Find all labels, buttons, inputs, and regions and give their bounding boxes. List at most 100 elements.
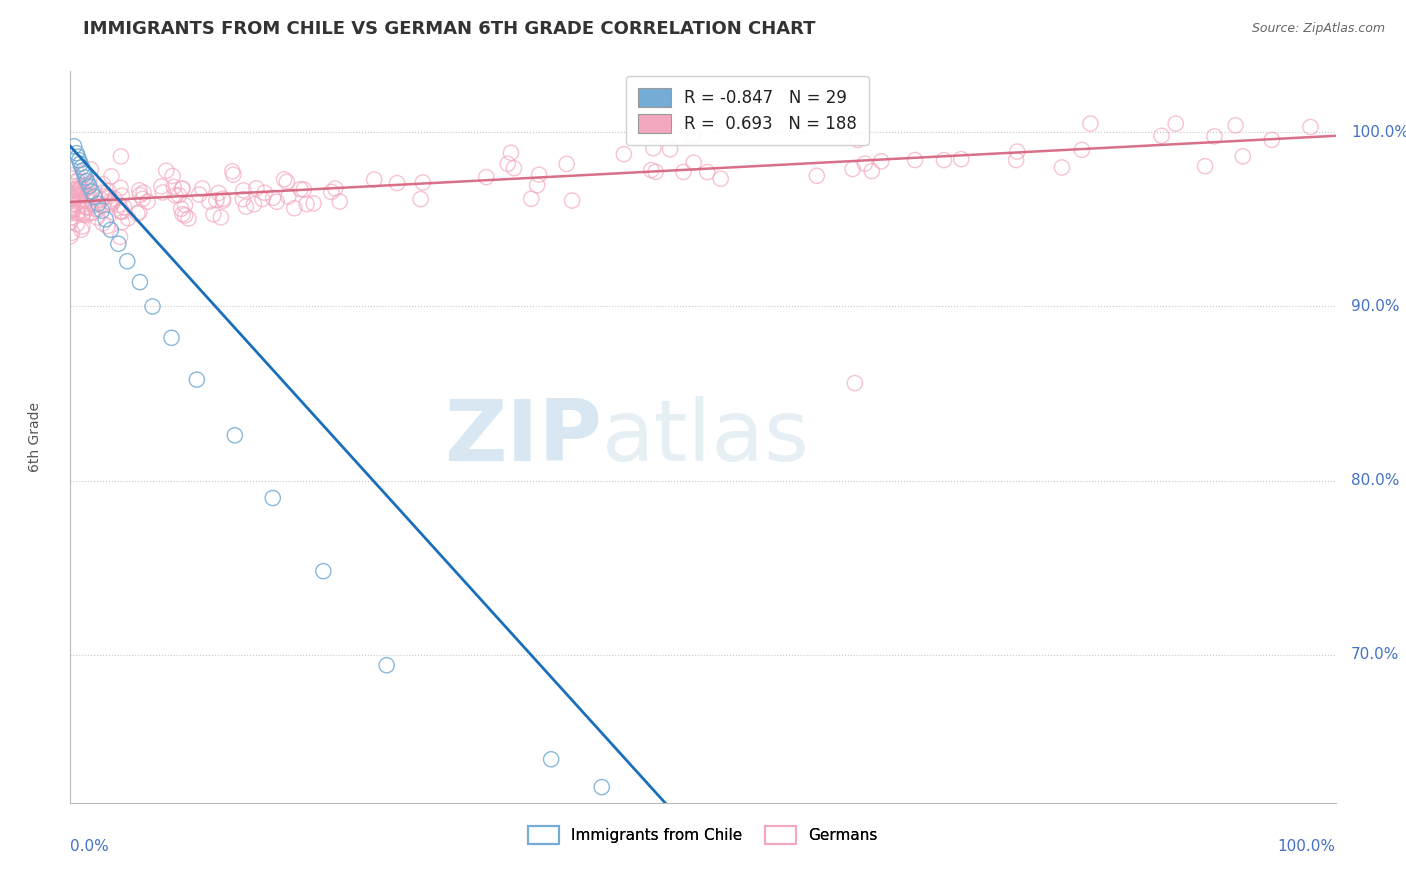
Point [66,205,89,219]
Point [67,178,90,193]
Point [60,171,83,186]
Point [69,156,91,170]
Point [174,198,197,212]
Point [128,183,150,197]
Point [76,200,98,214]
Point [91,199,114,213]
Point [108,230,131,244]
Point [932,153,955,167]
Point [76,180,98,194]
Point [141,300,163,314]
Point [222,168,245,182]
Point [69,189,91,203]
Point [66,174,89,188]
Point [90,186,112,200]
Point [860,164,883,178]
Point [60,226,83,240]
Point [62,168,84,182]
Point [198,194,221,209]
Point [91,216,114,230]
Point [80,162,103,177]
Point [96,219,118,233]
Point [363,172,385,186]
Point [591,780,613,794]
Point [273,172,295,186]
Point [283,201,305,215]
Point [66,217,89,231]
Point [659,142,682,156]
Point [165,188,187,202]
Point [70,160,93,174]
Point [75,208,97,222]
Point [72,206,94,220]
Point [475,170,498,185]
Point [202,207,225,221]
Point [806,169,828,183]
Point [1150,128,1173,143]
Point [224,428,246,442]
Point [80,206,103,220]
Point [167,188,190,202]
Point [117,211,139,226]
Point [205,193,228,207]
Point [69,182,91,196]
Point [110,181,132,195]
Point [266,194,288,209]
Point [221,164,243,178]
Point [129,275,152,289]
Point [62,192,84,206]
Point [160,331,183,345]
Point [60,197,83,211]
Point [66,206,89,220]
Point [682,128,704,143]
Point [93,189,115,203]
Text: 100.0%: 100.0% [1351,125,1406,140]
Point [59,229,82,244]
Point [375,658,398,673]
Point [83,199,105,213]
Point [75,189,97,203]
Point [76,201,98,215]
Text: 0.0%: 0.0% [70,839,110,855]
Point [162,169,184,183]
Point [174,209,197,223]
Point [82,205,104,219]
Point [127,206,149,220]
Point [110,149,132,163]
Point [72,184,94,198]
Point [1005,145,1028,159]
Point [561,194,583,208]
Point [321,185,343,199]
Point [79,178,101,192]
Point [640,163,662,178]
Point [844,376,866,390]
Point [170,202,193,216]
Point [75,200,97,214]
Text: IMMIGRANTS FROM CHILE VS GERMAN 6TH GRADE CORRELATION CHART: IMMIGRANTS FROM CHILE VS GERMAN 6TH GRAD… [83,21,815,38]
Point [79,179,101,194]
Point [73,197,96,211]
Point [276,175,298,189]
Point [65,182,87,196]
Point [111,188,134,202]
Point [841,162,863,177]
Point [191,181,214,195]
Point [1050,161,1073,175]
Point [232,183,254,197]
Point [527,168,550,182]
Point [252,192,274,206]
Point [253,186,276,200]
Point [111,215,134,229]
Legend: Immigrants from Chile, Germans: Immigrants from Chile, Germans [523,820,883,850]
Point [696,165,718,179]
Point [66,150,89,164]
Point [60,194,83,208]
Point [70,223,93,237]
Point [59,204,82,219]
Point [73,167,96,181]
Point [1005,153,1028,167]
Point [70,180,93,194]
Point [1225,119,1247,133]
Point [409,192,432,206]
Point [846,133,869,147]
